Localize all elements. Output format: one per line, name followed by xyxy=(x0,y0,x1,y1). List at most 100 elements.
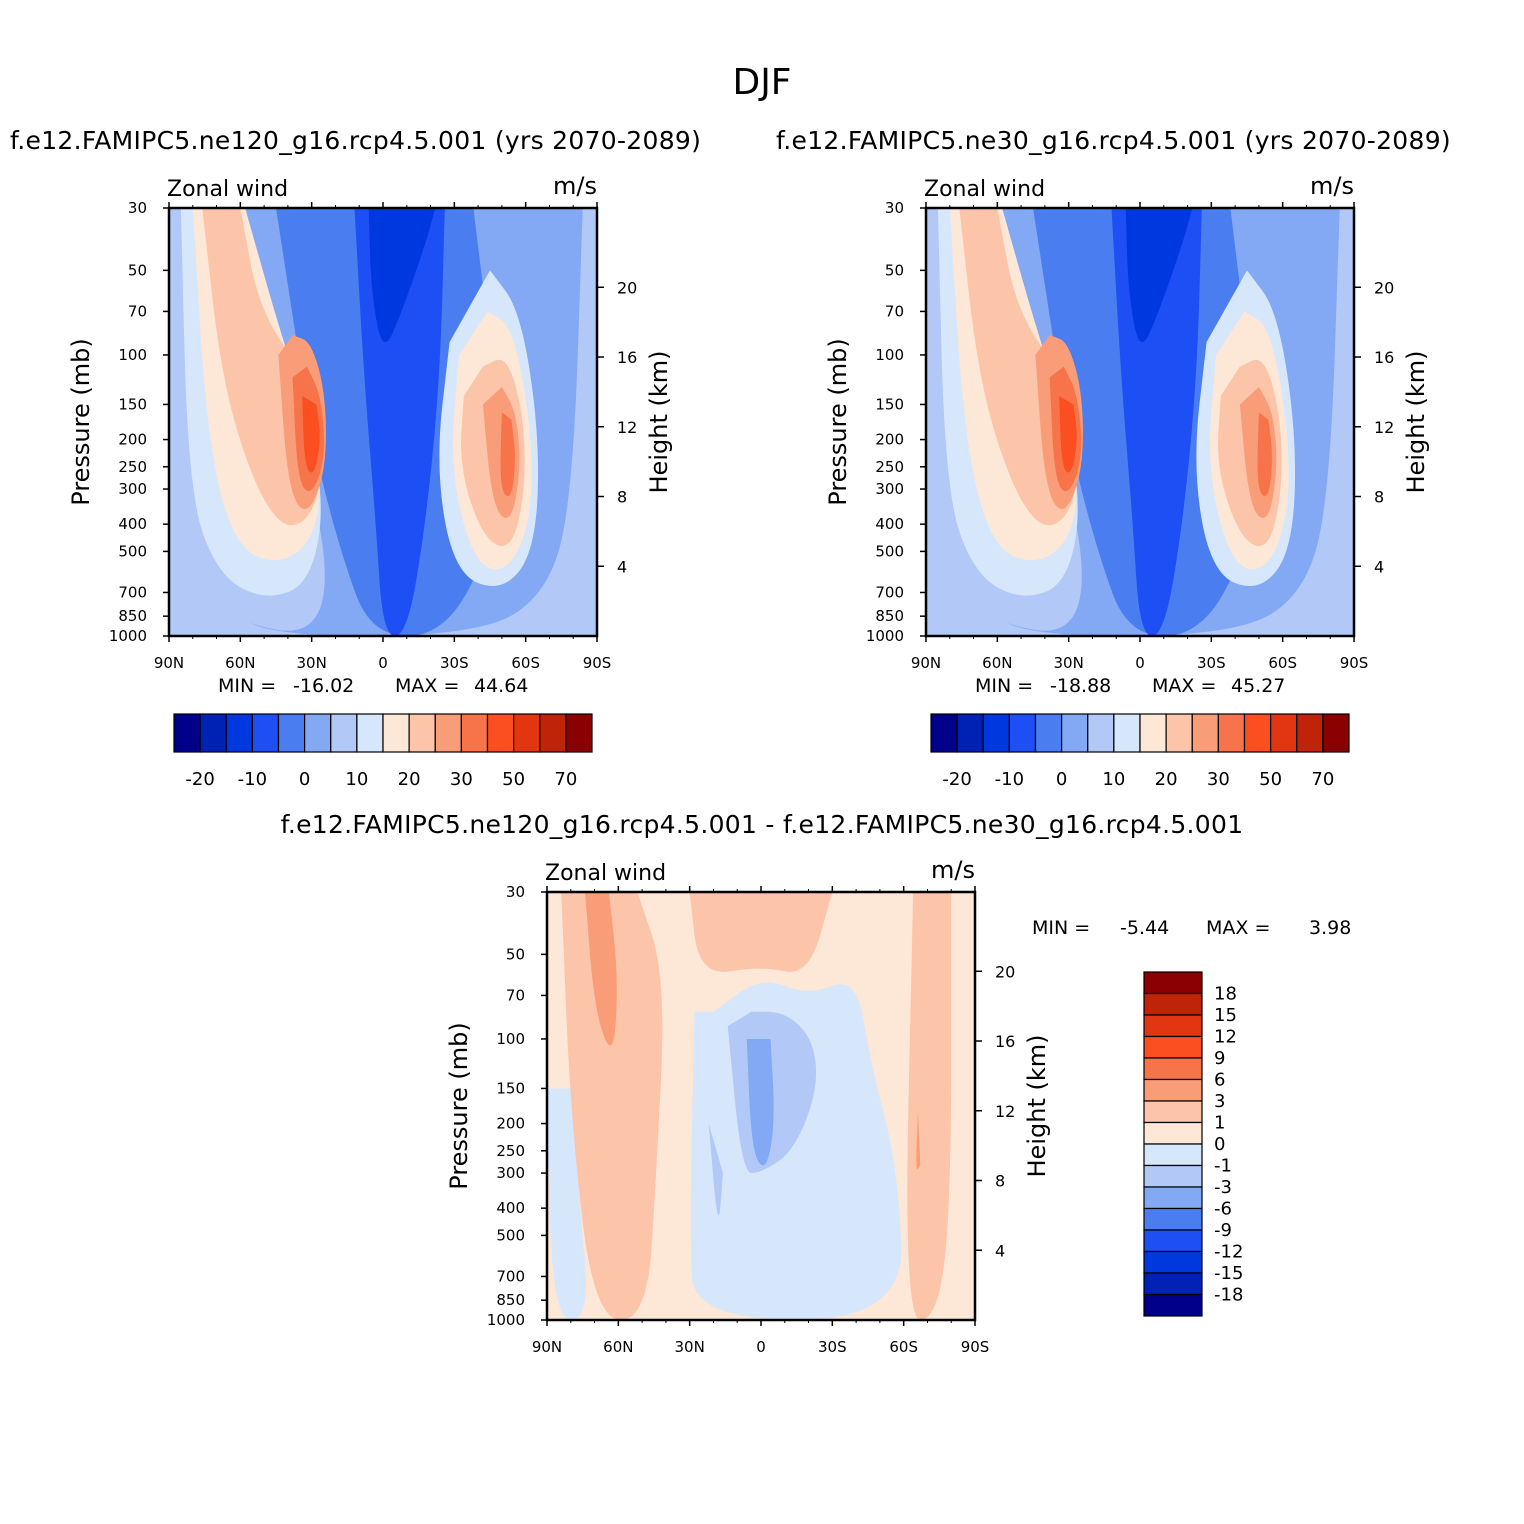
panel2-colorbar-box-9 xyxy=(1143,1164,1203,1188)
panel2-xtick-label-1: 60N xyxy=(603,1338,633,1356)
panel0-ptick-label-9: 500 xyxy=(118,542,147,560)
panel2-colorbar-box-3 xyxy=(1143,1035,1203,1059)
panel2-left-title: Zonal wind xyxy=(545,861,666,886)
panel0-xtick-label-0: 90N xyxy=(154,654,184,672)
panel2-ptick-label-12: 1000 xyxy=(487,1311,525,1329)
panel0-contour-3 xyxy=(368,208,436,343)
panel2-contour-0 xyxy=(547,1088,586,1320)
panel0-xtick-label-4: 30S xyxy=(440,654,469,672)
panel0-colorbar-label-7: 70 xyxy=(554,769,577,790)
panel0-ylabel: Pressure (mb) xyxy=(67,338,95,505)
panel2-ptick-label-2: 70 xyxy=(506,986,525,1004)
panel1-colorbar-box-15 xyxy=(1322,713,1350,753)
panel2-colorbar-label-6: 1 xyxy=(1214,1113,1225,1134)
panel1-ptick-label-11: 850 xyxy=(875,607,904,625)
panel0-ptick-label-1: 50 xyxy=(128,261,147,279)
panel0-field xyxy=(169,208,597,636)
panel1-ptick-label-8: 400 xyxy=(875,515,904,533)
panel1-colorbar-label-7: 70 xyxy=(1311,769,1334,790)
panel0-colorbar-label-6: 50 xyxy=(502,769,525,790)
panel2-colorbar-box-4 xyxy=(1143,1057,1203,1081)
panel0-colorbar-box-13 xyxy=(513,713,541,753)
panel1-max-value: 44.64 xyxy=(474,675,529,697)
panel0-htick-label-3: 8 xyxy=(617,488,627,507)
panel1-colorbar-box-4 xyxy=(1034,713,1063,753)
panel1-units: m/s xyxy=(1310,172,1354,200)
panel1-colorbar-box-8 xyxy=(1139,713,1167,753)
panel2-contour-6 xyxy=(585,892,617,1046)
panel1-ptick-label-2: 70 xyxy=(885,302,904,320)
panel1-ptick-label-1: 50 xyxy=(885,261,904,279)
panel0-left-title: Zonal wind xyxy=(167,177,288,202)
panel2-min-value: -18.88 xyxy=(1050,675,1112,697)
panel0-contour-10 xyxy=(302,396,320,473)
panel0-ptick-label-4: 150 xyxy=(118,395,147,413)
panel0-xtick-label-3: 0 xyxy=(378,654,388,672)
panel1-colorbar-box-5 xyxy=(1061,713,1089,753)
panel0-colorbar-label-0: -20 xyxy=(185,769,214,790)
panel0-ptick-label-11: 850 xyxy=(118,607,147,625)
panel2-contour-9 xyxy=(916,1110,921,1170)
panel2-xtick-label-5: 60S xyxy=(889,1338,918,1356)
panel2-xtick-label-0: 90N xyxy=(532,1338,562,1356)
panel0-colorbar-box-10 xyxy=(434,713,462,753)
panel2-ptick-label-11: 850 xyxy=(496,1291,525,1309)
panel0-ptick-label-0: 30 xyxy=(128,199,147,217)
panel1-colorbar-label-0: -20 xyxy=(942,769,971,790)
panel0-colorbar-label-5: 30 xyxy=(450,769,473,790)
panel2-colorbar-label-4: 6 xyxy=(1214,1070,1225,1091)
panel1-colorbar-box-13 xyxy=(1270,713,1298,753)
panel1-ptick-label-4: 150 xyxy=(875,395,904,413)
panel2-xtick-label-4: 30S xyxy=(818,1338,847,1356)
panel1-colorbar-box-11 xyxy=(1217,713,1246,753)
panel1-colorbar-label-6: 50 xyxy=(1259,769,1282,790)
panel1-colorbar-box-2 xyxy=(982,713,1010,753)
panel1-min-label: MIN = xyxy=(218,675,277,697)
panel2-htick-label-2: 12 xyxy=(995,1102,1015,1121)
panel0-colorbar-box-15 xyxy=(565,713,593,753)
panel1-ylabel: Pressure (mb) xyxy=(824,338,852,505)
panel2-colorbar-box-1 xyxy=(1143,992,1203,1016)
panel2-colorbar-box-11 xyxy=(1143,1207,1203,1231)
panel1-xtick-label-3: 0 xyxy=(1135,654,1145,672)
panel2-colorbar-box-8 xyxy=(1143,1143,1203,1167)
panel0-xtick-label-6: 90S xyxy=(583,654,612,672)
panel0-ptick-label-7: 300 xyxy=(118,480,147,498)
panel2-contour-8 xyxy=(907,892,952,1320)
panel0-colorbar-box-7 xyxy=(356,713,384,753)
panel1-ptick-label-0: 30 xyxy=(885,199,904,217)
panel0-xtick-label-5: 60S xyxy=(511,654,540,672)
panel2-colorbar-label-10: -6 xyxy=(1214,1199,1232,1220)
panel2-colorbar-box-5 xyxy=(1143,1078,1203,1102)
panel0-xtick-label-2: 30N xyxy=(297,654,327,672)
panel0-colorbar-box-5 xyxy=(304,713,332,753)
panel1-max-label: MAX = xyxy=(395,675,460,697)
panel0-colorbar-box-8 xyxy=(382,713,410,753)
panel1-xtick-label-1: 60N xyxy=(982,654,1012,672)
panel1-contour-3 xyxy=(1125,208,1193,343)
panel2-ptick-label-0: 30 xyxy=(506,883,525,901)
panel0-colorbar-box-0 xyxy=(173,713,201,753)
panel2-colorbar-label-8: -1 xyxy=(1214,1156,1232,1177)
panel3-min-label: MIN = xyxy=(1032,917,1091,939)
panel2-htick-label-1: 16 xyxy=(995,1032,1015,1051)
panel2-contour-2 xyxy=(708,1123,723,1216)
panel2-colorbar-label-0: 18 xyxy=(1214,984,1237,1005)
panel0-colorbar-box-14 xyxy=(539,713,567,753)
panel0-ptick-label-6: 250 xyxy=(118,458,147,476)
panel2-units: m/s xyxy=(931,856,975,884)
panel0-ylabel-right: Height (km) xyxy=(645,351,673,494)
panel2-colorbar-label-2: 12 xyxy=(1214,1027,1237,1048)
panel1-htick-label-1: 16 xyxy=(1374,348,1394,367)
panel0-colorbar-box-3 xyxy=(251,713,280,753)
panel2-contour-7 xyxy=(689,892,833,972)
panel1-xtick-label-5: 60S xyxy=(1268,654,1297,672)
panel1-colorbar-label-3: 10 xyxy=(1102,769,1125,790)
panel2-colorbar-box-0 xyxy=(1143,971,1203,995)
panel2-colorbar-box-7 xyxy=(1143,1121,1203,1145)
panel2-ptick-label-1: 50 xyxy=(506,945,525,963)
panel0-colorbar-box-12 xyxy=(486,713,515,753)
panel1-xtick-label-4: 30S xyxy=(1197,654,1226,672)
panel1-xtick-label-6: 90S xyxy=(1340,654,1369,672)
